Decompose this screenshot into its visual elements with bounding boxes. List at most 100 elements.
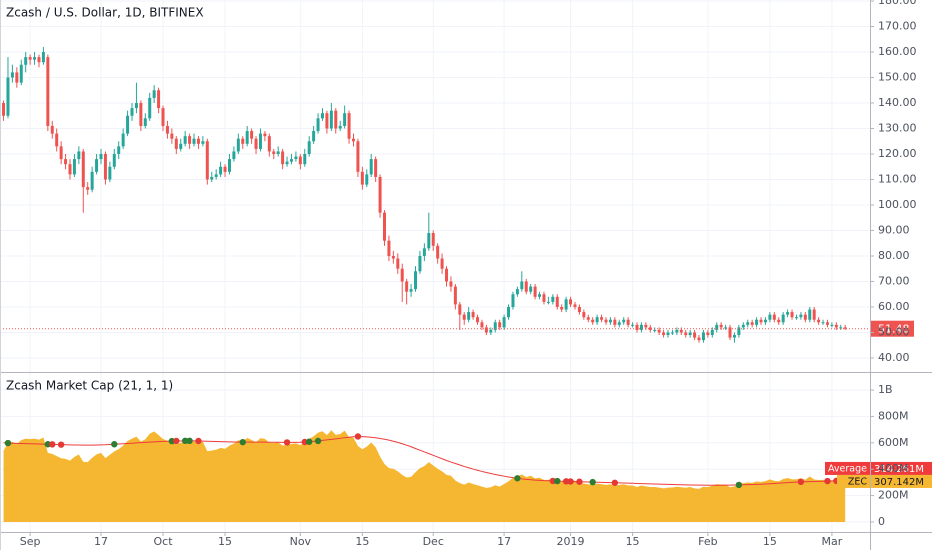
candle-body bbox=[480, 322, 484, 328]
candle-body bbox=[626, 319, 630, 325]
candle-body bbox=[174, 138, 178, 149]
candle-body bbox=[684, 332, 688, 336]
candle-body bbox=[95, 159, 99, 172]
candle-body bbox=[383, 212, 387, 241]
candle-body bbox=[701, 332, 705, 341]
candle-body bbox=[90, 171, 94, 190]
candle-body bbox=[170, 133, 174, 139]
candle-body bbox=[121, 133, 125, 147]
candle-body bbox=[502, 317, 506, 328]
candle-body bbox=[617, 322, 621, 325]
y-tick-label: 800M bbox=[878, 409, 909, 422]
candle-body bbox=[476, 317, 480, 323]
cross-marker bbox=[514, 475, 521, 482]
candle-body bbox=[391, 255, 395, 259]
cross-marker bbox=[576, 478, 583, 485]
cross-marker bbox=[567, 478, 574, 485]
candle-body bbox=[405, 281, 409, 292]
candle-body bbox=[99, 154, 103, 160]
candle-body bbox=[595, 317, 599, 323]
cross-marker bbox=[554, 477, 561, 485]
candle-body bbox=[666, 332, 670, 336]
candle-body bbox=[529, 286, 533, 292]
candle-body bbox=[263, 133, 267, 137]
candle-body bbox=[462, 314, 466, 320]
candle-body bbox=[281, 151, 285, 165]
candle-body bbox=[763, 319, 767, 323]
candle-body bbox=[670, 332, 674, 334]
cross-marker bbox=[314, 437, 322, 445]
candle-body bbox=[68, 164, 72, 175]
candle-body bbox=[790, 312, 794, 318]
candle-body bbox=[772, 314, 776, 320]
series-name-label: ZEC bbox=[848, 476, 868, 487]
candle-body bbox=[374, 159, 378, 177]
candle-body bbox=[6, 77, 10, 116]
candle-body bbox=[520, 281, 524, 290]
cross-marker bbox=[283, 439, 291, 446]
candle-body bbox=[586, 317, 590, 320]
candle-body bbox=[205, 141, 209, 180]
candle-body bbox=[750, 322, 754, 325]
candle-body bbox=[192, 138, 196, 144]
candle-body bbox=[706, 332, 710, 336]
candle-body bbox=[498, 322, 502, 328]
candle-body bbox=[635, 324, 639, 330]
candle-body bbox=[210, 176, 214, 180]
y-tick-label: 170.00 bbox=[878, 20, 917, 33]
candle-body bbox=[77, 151, 81, 160]
y-tick-label: 120.00 bbox=[878, 147, 917, 160]
candle-body bbox=[639, 324, 643, 330]
candle-body bbox=[631, 324, 635, 326]
x-tick-label: Sep bbox=[20, 535, 41, 548]
candle-body bbox=[378, 176, 382, 213]
candle-body bbox=[613, 319, 617, 325]
x-tick-label: Dec bbox=[423, 535, 444, 548]
series-name-box bbox=[837, 474, 870, 488]
candle-body bbox=[161, 108, 165, 126]
candle-body bbox=[679, 329, 683, 333]
candle-body bbox=[267, 136, 271, 152]
candle-body bbox=[19, 64, 23, 83]
candle-body bbox=[201, 141, 205, 144]
candle-body bbox=[453, 286, 457, 305]
cross-marker bbox=[824, 477, 831, 485]
x-tick-label: 15 bbox=[355, 535, 369, 548]
candle-body bbox=[458, 304, 462, 315]
cross-marker bbox=[49, 441, 56, 448]
candle-body bbox=[219, 166, 223, 175]
candle-body bbox=[418, 255, 422, 272]
candle-body bbox=[50, 125, 54, 134]
pane-title: Zcash Market Cap (21, 1, 1) bbox=[6, 379, 173, 393]
average-line bbox=[3, 435, 846, 486]
candle-body bbox=[591, 319, 595, 323]
candle-body bbox=[338, 125, 342, 129]
candle-body bbox=[693, 332, 697, 338]
candle-body bbox=[64, 159, 68, 165]
cross-marker bbox=[611, 479, 619, 486]
candle-body bbox=[608, 319, 612, 323]
candle-body bbox=[108, 166, 112, 180]
last-price-box bbox=[870, 320, 914, 337]
candle-body bbox=[351, 138, 355, 142]
candle-body bbox=[86, 187, 90, 190]
x-tick-label: Feb bbox=[698, 535, 717, 548]
candle-body bbox=[356, 141, 360, 172]
x-tick-label: Mar bbox=[822, 535, 843, 548]
candle-body bbox=[258, 133, 262, 149]
candle-body bbox=[316, 118, 320, 132]
candle-body bbox=[143, 118, 147, 126]
cross-marker bbox=[186, 437, 193, 445]
candle-body bbox=[555, 296, 559, 307]
candle-body bbox=[830, 324, 834, 326]
candle-body bbox=[245, 131, 249, 144]
candle-body bbox=[728, 327, 732, 338]
y-tick-label: 130.00 bbox=[878, 122, 917, 135]
candle-body bbox=[604, 319, 608, 323]
candle-body bbox=[794, 317, 798, 319]
candle-body bbox=[15, 72, 19, 83]
candle-body bbox=[440, 258, 444, 269]
candle-body bbox=[834, 324, 838, 328]
candle-body bbox=[675, 329, 679, 333]
candle-body bbox=[777, 319, 781, 323]
